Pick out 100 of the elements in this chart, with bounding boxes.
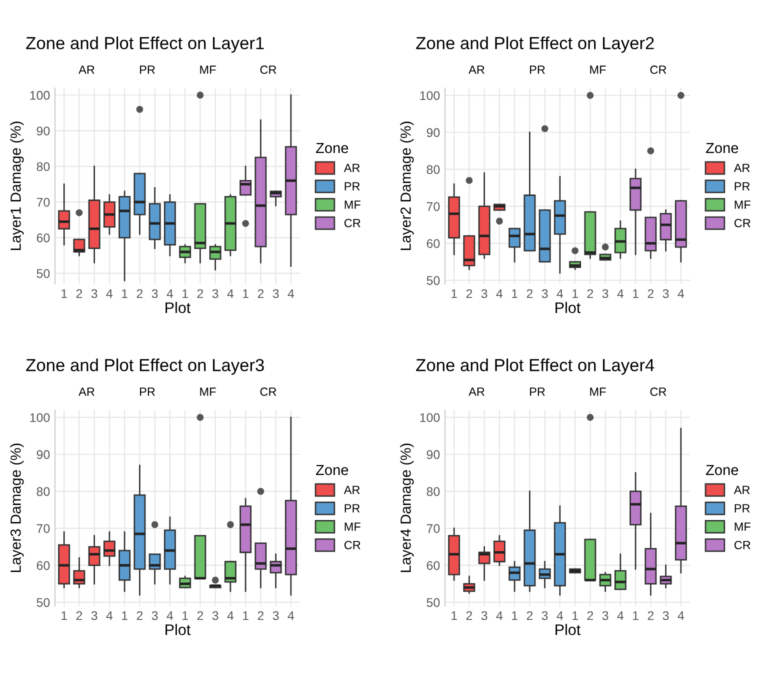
chart-title: Zone and Plot Effect on Layer3: [26, 358, 264, 375]
x-tick-label: 4: [106, 611, 113, 620]
x-tick-label: 3: [481, 611, 488, 620]
x-tick-label: 1: [62, 289, 67, 298]
x-tick-label: 3: [272, 611, 279, 620]
x-tick-label: 2: [466, 611, 472, 620]
x-tick-label: 4: [617, 289, 624, 298]
x-tick-label: 4: [556, 289, 564, 298]
x-tick-label: 2: [76, 289, 82, 298]
x-tick-label: 1: [572, 611, 578, 620]
text: CR: [650, 388, 666, 396]
y-axis-title: Layer2 Damage (%): [400, 122, 414, 250]
y-tick-label: 60: [426, 239, 440, 248]
legend-label: AR: [734, 164, 750, 172]
chart-title: Zone and Plot Effect on Layer4: [416, 358, 654, 375]
x-tick-label: 3: [152, 289, 158, 298]
x-tick-label: 1: [243, 289, 248, 298]
x-tick-label: 1: [633, 611, 638, 620]
legend-label: PR: [344, 182, 360, 190]
legend-label: MF: [734, 200, 750, 209]
x-tick-label: 4: [617, 611, 624, 620]
x-tick-label: 3: [481, 289, 488, 298]
y-tick-label: 90: [36, 450, 50, 460]
y-axis-title: Layer3 Damage (%): [10, 444, 24, 572]
y-tick-label: 60: [36, 561, 50, 570]
x-tick-label: 2: [648, 289, 654, 298]
x-tick-label: 3: [91, 611, 98, 620]
legend-label: CR: [344, 218, 360, 228]
x-tick-label: 3: [662, 611, 669, 620]
x-tick-label: 4: [678, 289, 684, 298]
x-tick-label: 4: [678, 611, 684, 620]
x-tick-label: 3: [662, 289, 669, 298]
x-tick-label: 3: [542, 611, 548, 620]
y-tick-label: 70: [36, 524, 50, 533]
x-axis-title: Plot: [166, 624, 191, 636]
legend-title: Zone: [706, 142, 738, 154]
x-tick-label: 3: [272, 289, 279, 298]
legend-title: Zone: [706, 464, 738, 476]
x-tick-label: 1: [182, 289, 188, 298]
x-tick-label: 3: [152, 611, 158, 620]
x-tick-label: 2: [258, 289, 264, 298]
text: MF: [200, 66, 216, 74]
x-axis-title: Plot: [556, 302, 581, 314]
y-tick-label: 100: [30, 413, 50, 422]
y-tick-label: 80: [36, 487, 50, 496]
y-tick-label: 70: [426, 524, 440, 533]
x-tick-label: 1: [512, 289, 518, 298]
x-tick-label: 4: [166, 289, 174, 298]
y-tick-label: 100: [30, 90, 50, 100]
legend-label: AR: [344, 486, 360, 494]
text: MF: [200, 388, 216, 396]
x-tick-label: 4: [227, 289, 234, 298]
x-tick-label: 4: [288, 611, 294, 620]
x-tick-label: 4: [106, 289, 113, 298]
y-tick-label: 90: [426, 450, 440, 460]
y-tick-label: 60: [426, 561, 440, 570]
text: CR: [260, 388, 276, 396]
y-tick-label: 50: [36, 598, 50, 607]
x-tick-label: 4: [496, 289, 503, 298]
legend-label: PR: [734, 504, 750, 512]
y-tick-label: 50: [426, 598, 440, 607]
x-tick-label: 1: [122, 289, 128, 298]
x-tick-label: 4: [288, 289, 294, 298]
legend-label: CR: [344, 540, 360, 550]
x-tick-label: 3: [602, 611, 608, 620]
text: MF: [590, 66, 606, 74]
x-axis-title: Plot: [166, 302, 191, 314]
x-tick-label: 4: [556, 611, 564, 620]
text: AR: [78, 388, 94, 396]
chart-title: Zone and Plot Effect on Layer2: [416, 36, 654, 53]
x-tick-label: 1: [243, 611, 248, 620]
text: PR: [140, 388, 155, 396]
x-tick-label: 1: [452, 611, 457, 620]
x-tick-label: 2: [526, 289, 533, 298]
x-tick-label: 3: [212, 611, 218, 620]
text: AR: [468, 388, 484, 396]
x-tick-label: 3: [602, 289, 608, 298]
x-tick-label: 1: [182, 611, 188, 620]
text: CR: [260, 66, 276, 74]
x-tick-label: 1: [122, 611, 128, 620]
x-tick-label: 2: [587, 611, 594, 620]
x-tick-label: 2: [197, 611, 204, 620]
text: PR: [530, 388, 545, 396]
x-axis-title: Plot: [556, 624, 581, 636]
legend-label: CR: [734, 218, 750, 228]
y-tick-label: 80: [36, 162, 50, 172]
legend-label: MF: [344, 200, 360, 209]
y-tick-label: 50: [426, 276, 440, 285]
x-tick-label: 3: [91, 289, 98, 298]
chart-title: Zone and Plot Effect on Layer1: [26, 36, 264, 53]
x-tick-label: 2: [587, 289, 594, 298]
legend-title: Zone: [316, 464, 348, 476]
legend-label: AR: [344, 164, 360, 172]
x-tick-label: 4: [496, 611, 503, 620]
text: CR: [650, 66, 666, 74]
x-tick-label: 1: [452, 289, 457, 298]
x-tick-label: 1: [633, 289, 638, 298]
text: PR: [140, 66, 155, 74]
legend-label: MF: [734, 522, 750, 531]
y-tick-label: 100: [420, 413, 440, 422]
